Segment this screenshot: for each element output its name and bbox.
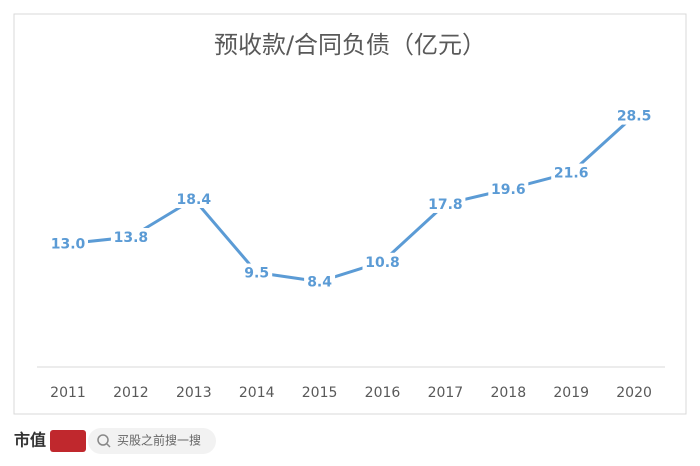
label-bg	[488, 180, 529, 199]
x-tick-label: 2012	[113, 385, 149, 401]
value-label: 10.8	[365, 255, 400, 271]
search-box[interactable]	[88, 428, 216, 454]
x-tick-label: 2016	[365, 385, 401, 401]
label-bg	[241, 263, 273, 282]
value-label: 9.5	[244, 266, 269, 282]
value-label: 13.8	[114, 230, 149, 246]
label-bg	[110, 228, 151, 247]
x-tick-label: 2017	[428, 385, 464, 401]
x-tick-label: 2014	[239, 385, 275, 401]
x-tick-label: 2013	[176, 385, 212, 401]
x-tick-label: 2019	[553, 385, 589, 401]
label-bg	[48, 234, 88, 253]
x-tick-label: 2018	[490, 385, 526, 401]
search-text[interactable]: 买股之前搜一搜	[117, 433, 201, 448]
label-bg	[362, 252, 403, 271]
value-label: 28.5	[617, 109, 652, 125]
search-icon	[106, 443, 111, 448]
data-line	[67, 114, 636, 284]
chart-title: 预收款/合同负债（亿元）	[214, 31, 486, 59]
x-tick-label: 2020	[616, 385, 652, 401]
value-label: 19.6	[491, 182, 526, 198]
brand: 市值	[14, 431, 46, 450]
label-bg	[425, 194, 466, 213]
x-tick-label: 2011	[50, 385, 86, 401]
value-label: 8.4	[307, 275, 332, 291]
label-bg	[173, 190, 214, 209]
label-bg	[304, 272, 336, 291]
chart-frame	[13, 13, 687, 415]
label-bg	[614, 106, 655, 125]
value-label: 18.4	[177, 192, 212, 208]
value-label: 13.0	[51, 237, 86, 253]
x-tick-label: 2015	[302, 385, 338, 401]
plot: 2011 2012 2013 2014 2015 2016 2017 2018 2019 2020…	[48, 106, 655, 401]
label-bg	[551, 163, 592, 182]
brand-logo	[50, 430, 86, 452]
value-label: 17.8	[428, 197, 463, 213]
value-label: 21.6	[554, 166, 589, 182]
search-icon	[97, 434, 109, 446]
